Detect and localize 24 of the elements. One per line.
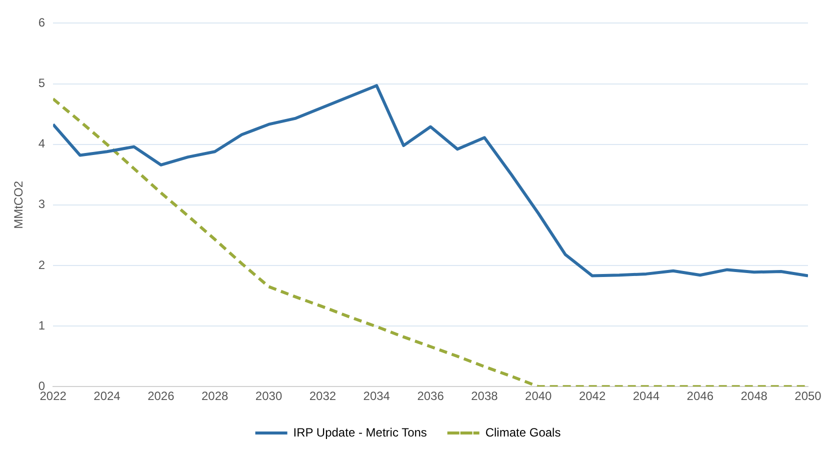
- x-tick-label: 2038: [471, 389, 498, 404]
- x-tick-label: 2036: [417, 389, 444, 404]
- x-tick-label: 2026: [148, 389, 175, 404]
- legend-label: IRP Update - Metric Tons: [293, 425, 427, 440]
- x-tick-label: 2050: [794, 389, 822, 404]
- x-tick-label: 2032: [309, 389, 336, 404]
- y-tick-label: 2: [38, 258, 46, 272]
- x-tick-label: 2046: [686, 389, 714, 404]
- y-tick-label: 4: [38, 136, 46, 151]
- x-tick-label: 2048: [740, 389, 768, 404]
- x-tick-label: 2044: [632, 389, 660, 404]
- x-tick-label: 2040: [525, 389, 552, 404]
- y-tick-label: 5: [38, 76, 46, 90]
- x-tick-label: 2024: [94, 389, 121, 404]
- x-tick-label: 2030: [255, 389, 282, 404]
- line-series: [53, 97, 808, 387]
- y-axis-title: MMtCO2: [12, 180, 26, 229]
- y-tick-label: 3: [38, 197, 46, 212]
- y-tick-label: 1: [38, 318, 46, 332]
- x-tick-label: 2034: [363, 389, 390, 404]
- x-tick-label: 2042: [578, 389, 606, 404]
- x-tick-label: 2028: [201, 389, 229, 404]
- y-tick-label: 6: [38, 16, 46, 30]
- legend-label: Climate Goals: [485, 425, 561, 440]
